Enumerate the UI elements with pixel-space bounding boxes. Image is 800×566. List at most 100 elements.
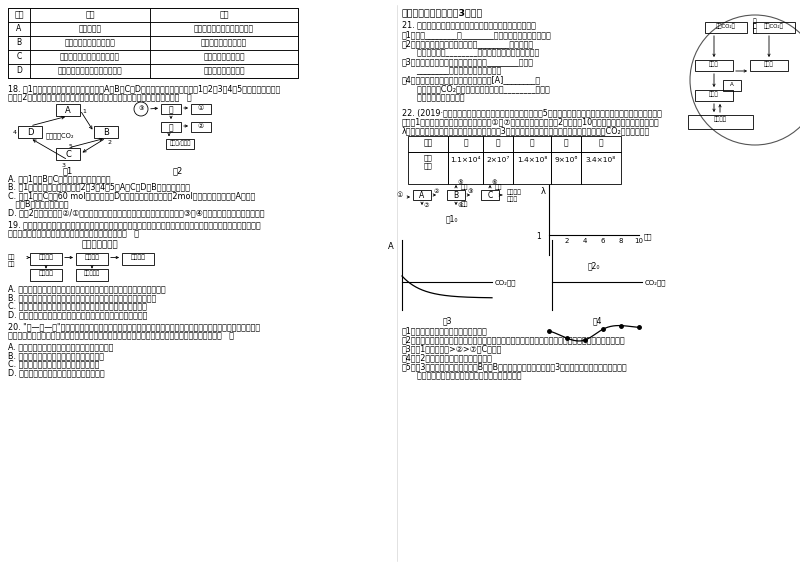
Bar: [76, 268, 108, 281]
Bar: [513, 136, 551, 152]
Text: 用蛋白酶处理刚样的动物组织块: 用蛋白酶处理刚样的动物组织块: [58, 66, 122, 75]
Bar: [161, 104, 181, 114]
Text: C: C: [65, 150, 71, 159]
Bar: [166, 139, 194, 149]
Text: 微生物/分解者: 微生物/分解者: [170, 140, 190, 145]
Text: 兔: 兔: [169, 123, 174, 132]
Text: 有利于物质和能量的多级利用: 有利于物质和能量的多级利用: [194, 24, 254, 33]
Text: 戊: 戊: [598, 138, 603, 147]
Bar: [191, 122, 211, 132]
Text: ⑤: ⑤: [457, 180, 462, 185]
Bar: [30, 50, 150, 64]
Bar: [30, 22, 150, 36]
Text: （1）碳在________和________之间的循环，称作碳循环。: （1）碳在________和________之间的循环，称作碳循环。: [402, 30, 552, 39]
Bar: [8, 50, 30, 64]
Bar: [30, 8, 150, 22]
Bar: [8, 36, 30, 50]
Text: 散失: 散失: [495, 184, 502, 190]
Text: 19. 随着城市化的发展，城市水污染问题日益突出，建立人工湿地公园是解决城市水污染的一种有效途径。下图是人工: 19. 随着城市化的发展，城市水污染问题日益突出，建立人工湿地公园是解决城市水污…: [8, 221, 261, 229]
Text: ②: ②: [198, 123, 204, 129]
Bar: [30, 268, 62, 281]
Text: D: D: [16, 66, 22, 75]
Bar: [8, 8, 298, 78]
Text: 大气CO₂库: 大气CO₂库: [716, 24, 736, 29]
Text: 培育供移植的组织器官: 培育供移植的组织器官: [201, 38, 247, 47]
Text: 量，图1表示有关种群乙的能量变化，其中①～⑦表示能量值的多少，图2是种群乙10年内种群数量变化的情况，图中: 量，图1表示有关种群乙的能量变化，其中①～⑦表示能量值的多少，图2是种群乙10年…: [402, 117, 660, 126]
Text: （2）种群乙是该生态系统营养结构的第苦着布，若甲的数量减少，戊的数量（会或不会）发生显著变化。: （2）种群乙是该生态系统营养结构的第苦着布，若甲的数量减少，戊的数量（会或不会）…: [402, 335, 626, 344]
Bar: [408, 136, 448, 152]
Text: 制备动物细胞悬浮液: 制备动物细胞悬浮液: [203, 66, 245, 75]
Text: 草: 草: [169, 105, 174, 114]
Text: 化石燃料: 化石燃料: [714, 117, 727, 122]
Bar: [150, 36, 298, 50]
Text: 圈: 圈: [753, 28, 757, 33]
Bar: [581, 152, 621, 184]
Text: 5: 5: [69, 144, 73, 149]
Bar: [8, 64, 30, 78]
Text: 目的: 目的: [219, 10, 229, 19]
Text: A: A: [730, 82, 734, 87]
Text: 图1₀: 图1₀: [446, 214, 458, 223]
Bar: [705, 22, 747, 33]
Bar: [481, 190, 499, 200]
Text: 微藻藻类: 微藻藻类: [38, 271, 54, 276]
Text: 物群落，并以________的形式在不同营养级间传递。: 物群落，并以________的形式在不同营养级间传递。: [402, 48, 539, 57]
Bar: [753, 22, 795, 33]
Text: 饲料，鸭子觅食有着疏出并供肥，促进水稻生长，对此以模式中鸡的生态系统，下列描述不正确的是（   ）: 饲料，鸭子觅食有着疏出并供肥，促进水稻生长，对此以模式中鸡的生态系统，下列描述不…: [8, 331, 234, 340]
Text: CO₂浓度: CO₂浓度: [495, 279, 517, 286]
Text: CO₂浓度: CO₂浓度: [645, 279, 666, 286]
Text: B. 图1中表示呼吸作用过程的是2、3、4、5，A、C、D为B提供物质和能量: B. 图1中表示呼吸作用过程的是2、3、4、5，A、C、D为B提供物质和能量: [8, 182, 190, 191]
Text: ________的形式返回无机环境中。: ________的形式返回无机环境中。: [402, 66, 502, 75]
Text: 乙: 乙: [496, 138, 500, 147]
Text: 人工湿地示意图: 人工湿地示意图: [82, 241, 118, 250]
Text: 建立沼气池: 建立沼气池: [78, 24, 102, 33]
Text: 2: 2: [565, 238, 569, 244]
Text: 生产者: 生产者: [709, 62, 719, 67]
Text: 石: 石: [753, 23, 757, 29]
Text: D: D: [26, 128, 34, 137]
Text: 2×10⁷: 2×10⁷: [486, 157, 510, 163]
Text: 8: 8: [618, 238, 623, 244]
Bar: [30, 64, 150, 78]
Text: C: C: [16, 52, 22, 61]
Text: λ: λ: [541, 187, 546, 196]
Text: 1.1×10⁴: 1.1×10⁴: [450, 157, 481, 163]
Bar: [161, 122, 181, 132]
Text: C. 绿藻、黑藻可吸化降低污水中有机物，并用于自身的光合作用: C. 绿藻、黑藻可吸化降低污水中有机物，并用于自身的光合作用: [8, 302, 147, 311]
Bar: [56, 148, 80, 160]
Text: 图2: 图2: [173, 166, 183, 175]
Text: B. 流经该生态系统的总能量是大于该系统生产者所固定的全部太阳能: B. 流经该生态系统的总能量是大于该系统生产者所固定的全部太阳能: [8, 293, 156, 302]
Text: 散失: 散失: [461, 201, 469, 207]
Text: 能保持全部母本性状: 能保持全部母本性状: [203, 52, 245, 61]
Bar: [695, 60, 733, 71]
Text: 微生物藻类: 微生物藻类: [84, 271, 100, 276]
Text: 年级: 年级: [644, 233, 653, 239]
Text: 10: 10: [634, 238, 643, 244]
Text: D. 水稻和红萍垂直分层，提高了光能利用率: D. 水稻和红萍垂直分层，提高了光能利用率: [8, 368, 105, 377]
Text: 9×10⁶: 9×10⁶: [554, 157, 578, 163]
Bar: [76, 252, 108, 264]
Bar: [408, 152, 448, 184]
Text: 种群: 种群: [423, 138, 433, 147]
Text: ①: ①: [397, 192, 403, 198]
Text: 1: 1: [82, 109, 86, 114]
Text: ①: ①: [198, 105, 204, 111]
Text: 图1: 图1: [63, 166, 73, 175]
Text: 图4: 图4: [592, 316, 602, 325]
Text: 浮游藻类: 浮游藻类: [38, 255, 54, 260]
Text: 程。图2为该生态系统中某一食物链及各部分能量流动情况，下列说法错误的是（   ）: 程。图2为该生态系统中某一食物链及各部分能量流动情况，下列说法错误的是（ ）: [8, 92, 192, 101]
Text: 18. 图1是某生态系统碳循环示意图，其中A、B、C、D是生态系统内各生物成分，1、2、3、4、5表示有关的生理过: 18. 图1是某生态系统碳循环示意图，其中A、B、C、D是生态系统内各生物成分，…: [8, 84, 280, 93]
Text: （3）图1中（数字）>②>⑦，C表示。: （3）图1中（数字）>②>⑦，C表示。: [402, 344, 502, 353]
Text: 能量: 能量: [424, 162, 432, 169]
Bar: [8, 8, 30, 22]
Text: 大气CO₂库: 大气CO₂库: [764, 24, 784, 29]
Text: 大气中的CO₂: 大气中的CO₂: [46, 132, 74, 139]
Text: 21. 生态系统的碳循环过程如图所示，请分析回答下列问题：: 21. 生态系统的碳循环过程如图所示，请分析回答下列问题：: [402, 20, 536, 29]
Bar: [723, 80, 741, 91]
Text: 选项: 选项: [14, 10, 24, 19]
Text: 6: 6: [601, 238, 606, 244]
Text: ③: ③: [138, 106, 144, 111]
Bar: [513, 152, 551, 184]
Text: 2: 2: [107, 140, 111, 145]
Text: 浮游动物: 浮游动物: [85, 255, 99, 260]
